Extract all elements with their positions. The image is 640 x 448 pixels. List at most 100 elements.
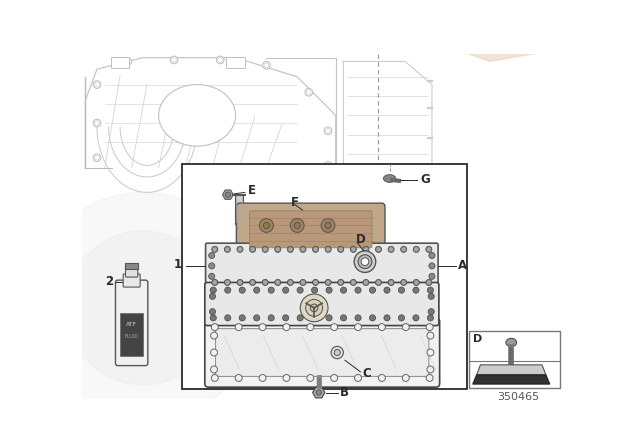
Circle shape (28, 192, 259, 423)
Circle shape (326, 129, 330, 133)
Circle shape (305, 88, 312, 96)
Circle shape (239, 315, 245, 321)
Circle shape (390, 281, 392, 284)
Circle shape (239, 248, 241, 250)
Circle shape (225, 315, 231, 321)
Circle shape (388, 246, 394, 252)
Circle shape (354, 251, 376, 272)
Circle shape (172, 58, 176, 62)
Circle shape (300, 294, 328, 322)
Circle shape (403, 281, 405, 284)
Circle shape (384, 315, 390, 321)
Circle shape (211, 332, 218, 339)
Ellipse shape (383, 175, 396, 182)
Circle shape (388, 280, 394, 285)
Circle shape (331, 323, 338, 331)
Circle shape (262, 246, 268, 252)
Text: ATF: ATF (126, 322, 137, 327)
Circle shape (259, 219, 273, 233)
Circle shape (358, 255, 372, 269)
Circle shape (211, 375, 218, 381)
Polygon shape (473, 375, 550, 384)
Circle shape (378, 375, 385, 381)
Circle shape (428, 281, 430, 284)
Ellipse shape (159, 85, 236, 146)
Circle shape (262, 280, 268, 285)
Circle shape (340, 315, 347, 321)
Ellipse shape (506, 338, 516, 347)
Circle shape (415, 248, 417, 250)
Circle shape (276, 248, 279, 250)
Circle shape (310, 304, 318, 312)
Circle shape (297, 315, 303, 321)
FancyBboxPatch shape (123, 274, 140, 287)
Circle shape (352, 281, 355, 284)
Circle shape (170, 56, 178, 64)
Circle shape (401, 280, 407, 285)
Circle shape (210, 287, 216, 293)
Circle shape (264, 63, 269, 68)
Circle shape (427, 366, 434, 373)
Circle shape (312, 280, 319, 285)
Circle shape (218, 58, 223, 62)
Circle shape (268, 287, 275, 293)
Circle shape (291, 219, 304, 233)
Circle shape (297, 287, 303, 293)
FancyBboxPatch shape (236, 203, 385, 255)
Circle shape (252, 248, 253, 250)
Circle shape (239, 281, 241, 284)
Circle shape (427, 332, 434, 339)
Circle shape (253, 315, 260, 321)
Circle shape (350, 246, 356, 252)
Circle shape (378, 248, 380, 250)
Circle shape (326, 315, 332, 321)
Circle shape (209, 273, 215, 280)
Circle shape (307, 323, 314, 331)
Circle shape (401, 246, 407, 252)
Circle shape (314, 248, 317, 250)
Circle shape (327, 281, 330, 284)
Circle shape (361, 258, 369, 266)
Circle shape (95, 155, 99, 160)
Circle shape (124, 58, 132, 65)
Circle shape (66, 231, 220, 385)
Bar (111, 57, 129, 68)
Circle shape (413, 315, 419, 321)
Bar (227, 57, 245, 68)
Circle shape (225, 287, 231, 293)
Bar (182, 164, 467, 389)
Circle shape (225, 246, 230, 252)
Text: 350465: 350465 (497, 392, 540, 402)
Text: 1: 1 (173, 258, 182, 271)
Circle shape (209, 293, 216, 299)
Circle shape (340, 281, 342, 284)
Circle shape (211, 349, 218, 356)
Circle shape (413, 246, 419, 252)
Circle shape (428, 315, 433, 321)
Circle shape (378, 281, 380, 284)
Circle shape (403, 323, 409, 331)
Circle shape (264, 281, 266, 284)
Circle shape (355, 287, 361, 293)
Circle shape (302, 281, 304, 284)
Circle shape (306, 299, 323, 316)
Circle shape (363, 246, 369, 252)
Text: E: E (248, 184, 256, 197)
Circle shape (413, 287, 419, 293)
Circle shape (302, 248, 304, 250)
Circle shape (259, 375, 266, 381)
Circle shape (326, 287, 332, 293)
FancyBboxPatch shape (205, 318, 440, 387)
FancyBboxPatch shape (216, 329, 429, 376)
Circle shape (426, 280, 432, 285)
Circle shape (268, 315, 275, 321)
Circle shape (210, 315, 216, 321)
Circle shape (227, 248, 228, 250)
Circle shape (287, 246, 294, 252)
Circle shape (307, 90, 311, 95)
Circle shape (236, 323, 242, 331)
Circle shape (403, 375, 409, 381)
Circle shape (331, 346, 344, 359)
Circle shape (283, 323, 290, 331)
Text: FLUID: FLUID (125, 334, 139, 339)
